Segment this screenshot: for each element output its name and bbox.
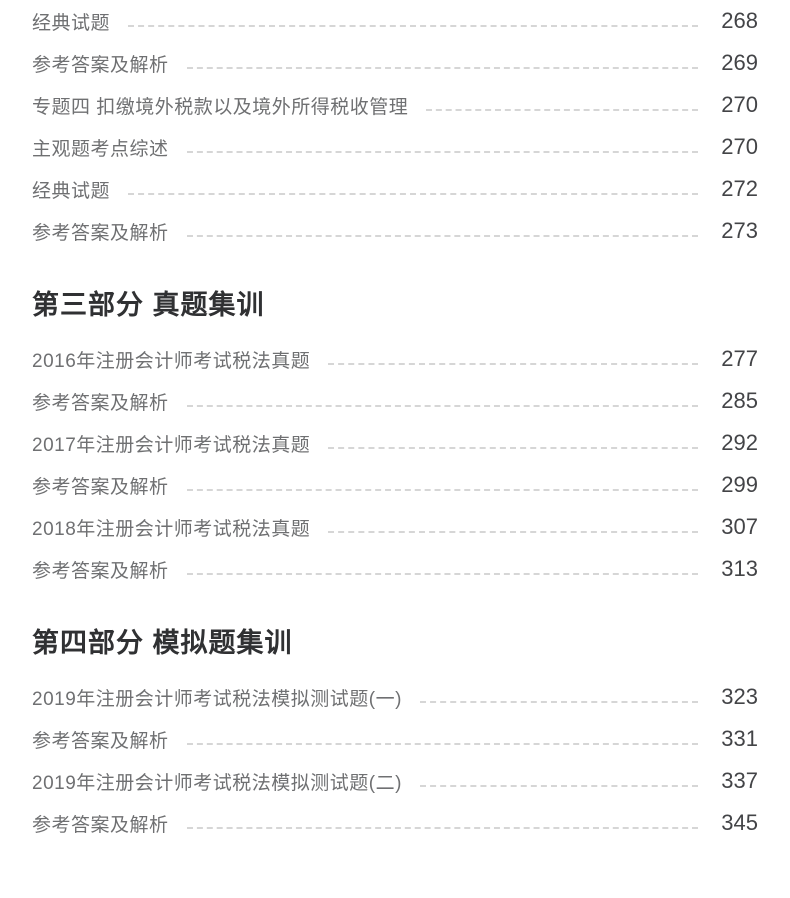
toc-entry-label: 2016年注册会计师考试税法真题 (32, 350, 311, 372)
section-header: 第四部分 模拟题集训 (32, 628, 293, 658)
toc-leader-line (186, 743, 698, 745)
toc-entry-page-number: 270 (721, 92, 758, 117)
toc-entry-label: 经典试题 (32, 12, 111, 34)
toc-entry-label: 参考答案及解析 (32, 560, 169, 582)
toc-section: 第四部分 模拟题集训 2019年注册会计师考试税法模拟测试题(一) 323 参考答案及… (32, 618, 758, 844)
toc-entry-page-number: 277 (721, 346, 758, 371)
toc-entry-page-number: 299 (721, 472, 758, 497)
toc-entry: 经典试题 272 (32, 168, 758, 210)
toc-entry-label: 2017年注册会计师考试税法真题 (32, 434, 311, 456)
toc-entry: 参考答案及解析 331 (32, 718, 758, 760)
toc-entry-page-number: 270 (721, 134, 758, 159)
toc-entry: 经典试题 268 (32, 0, 758, 42)
toc-entry: 专题四 扣缴境外税款以及境外所得税收管理 270 (32, 84, 758, 126)
toc-entry-label: 主观题考点综述 (32, 138, 169, 160)
toc-leader-line (328, 363, 698, 365)
toc-entry-page-number: 273 (721, 218, 758, 243)
toc-entry: 参考答案及解析 269 (32, 42, 758, 84)
toc-entry-label: 参考答案及解析 (32, 54, 169, 76)
toc-entry-page-number: 313 (721, 556, 758, 581)
toc-entry: 参考答案及解析 345 (32, 802, 758, 844)
toc-entry: 参考答案及解析 313 (32, 548, 758, 590)
toc-section: 经典试题 268 参考答案及解析 269 专题四 扣缴境外税款以及境外所得税收管理 270… (32, 0, 758, 252)
toc-entry-page-number: 345 (721, 810, 758, 835)
toc-entry: 主观题考点综述 270 (32, 126, 758, 168)
toc-entry-label: 参考答案及解析 (32, 730, 169, 752)
toc-leader-line (186, 405, 698, 407)
toc-section: 第三部分 真题集训 2016年注册会计师考试税法真题 277 参考答案及解析 285 20… (32, 280, 758, 590)
toc-entry-page-number: 269 (721, 50, 758, 75)
toc-entry: 2018年注册会计师考试税法真题 307 (32, 506, 758, 548)
toc-entry-label: 参考答案及解析 (32, 222, 169, 244)
toc-entry-label: 专题四 扣缴境外税款以及境外所得税收管理 (32, 96, 409, 118)
toc-leader-line (186, 67, 698, 69)
toc-entry-page-number: 272 (721, 176, 758, 201)
toc-entry: 2016年注册会计师考试税法真题 277 (32, 338, 758, 380)
toc-leader-line (419, 701, 698, 703)
toc-entry: 参考答案及解析 285 (32, 380, 758, 422)
toc-entry-label: 参考答案及解析 (32, 392, 169, 414)
toc-entry-page-number: 307 (721, 514, 758, 539)
toc-leader-line (328, 531, 698, 533)
toc-entry: 参考答案及解析 273 (32, 210, 758, 252)
toc-entry-page-number: 285 (721, 388, 758, 413)
toc-leader-line (186, 151, 698, 153)
toc-leader-line (186, 827, 698, 829)
toc-entry: 参考答案及解析 299 (32, 464, 758, 506)
toc-entry: 2019年注册会计师考试税法模拟测试题(二) 337 (32, 760, 758, 802)
toc-leader-line (426, 109, 698, 111)
toc-entry-label: 参考答案及解析 (32, 814, 169, 836)
toc-entry-page-number: 331 (721, 726, 758, 751)
toc-entry-page-number: 268 (721, 8, 758, 33)
toc-leader-line (128, 25, 698, 27)
toc-entry: 2017年注册会计师考试税法真题 292 (32, 422, 758, 464)
toc-leader-line (186, 489, 698, 491)
toc-entry-page-number: 292 (721, 430, 758, 455)
toc-entry-label: 2019年注册会计师考试税法模拟测试题(一) (32, 688, 402, 710)
toc-entry-label: 2018年注册会计师考试税法真题 (32, 518, 311, 540)
toc-leader-line (186, 573, 698, 575)
section-header: 第三部分 真题集训 (32, 290, 265, 320)
toc-entry-page-number: 337 (721, 768, 758, 793)
toc-entry-label: 经典试题 (32, 180, 111, 202)
toc-entry: 2019年注册会计师考试税法模拟测试题(一) 323 (32, 676, 758, 718)
toc-leader-line (419, 785, 698, 787)
toc-leader-line (128, 193, 698, 195)
toc-entry-page-number: 323 (721, 684, 758, 709)
toc-entry-label: 参考答案及解析 (32, 476, 169, 498)
toc-leader-line (186, 235, 698, 237)
toc-entry-label: 2019年注册会计师考试税法模拟测试题(二) (32, 772, 402, 794)
toc: 经典试题 268 参考答案及解析 269 专题四 扣缴境外税款以及境外所得税收管理 270… (32, 0, 758, 844)
toc-leader-line (328, 447, 698, 449)
